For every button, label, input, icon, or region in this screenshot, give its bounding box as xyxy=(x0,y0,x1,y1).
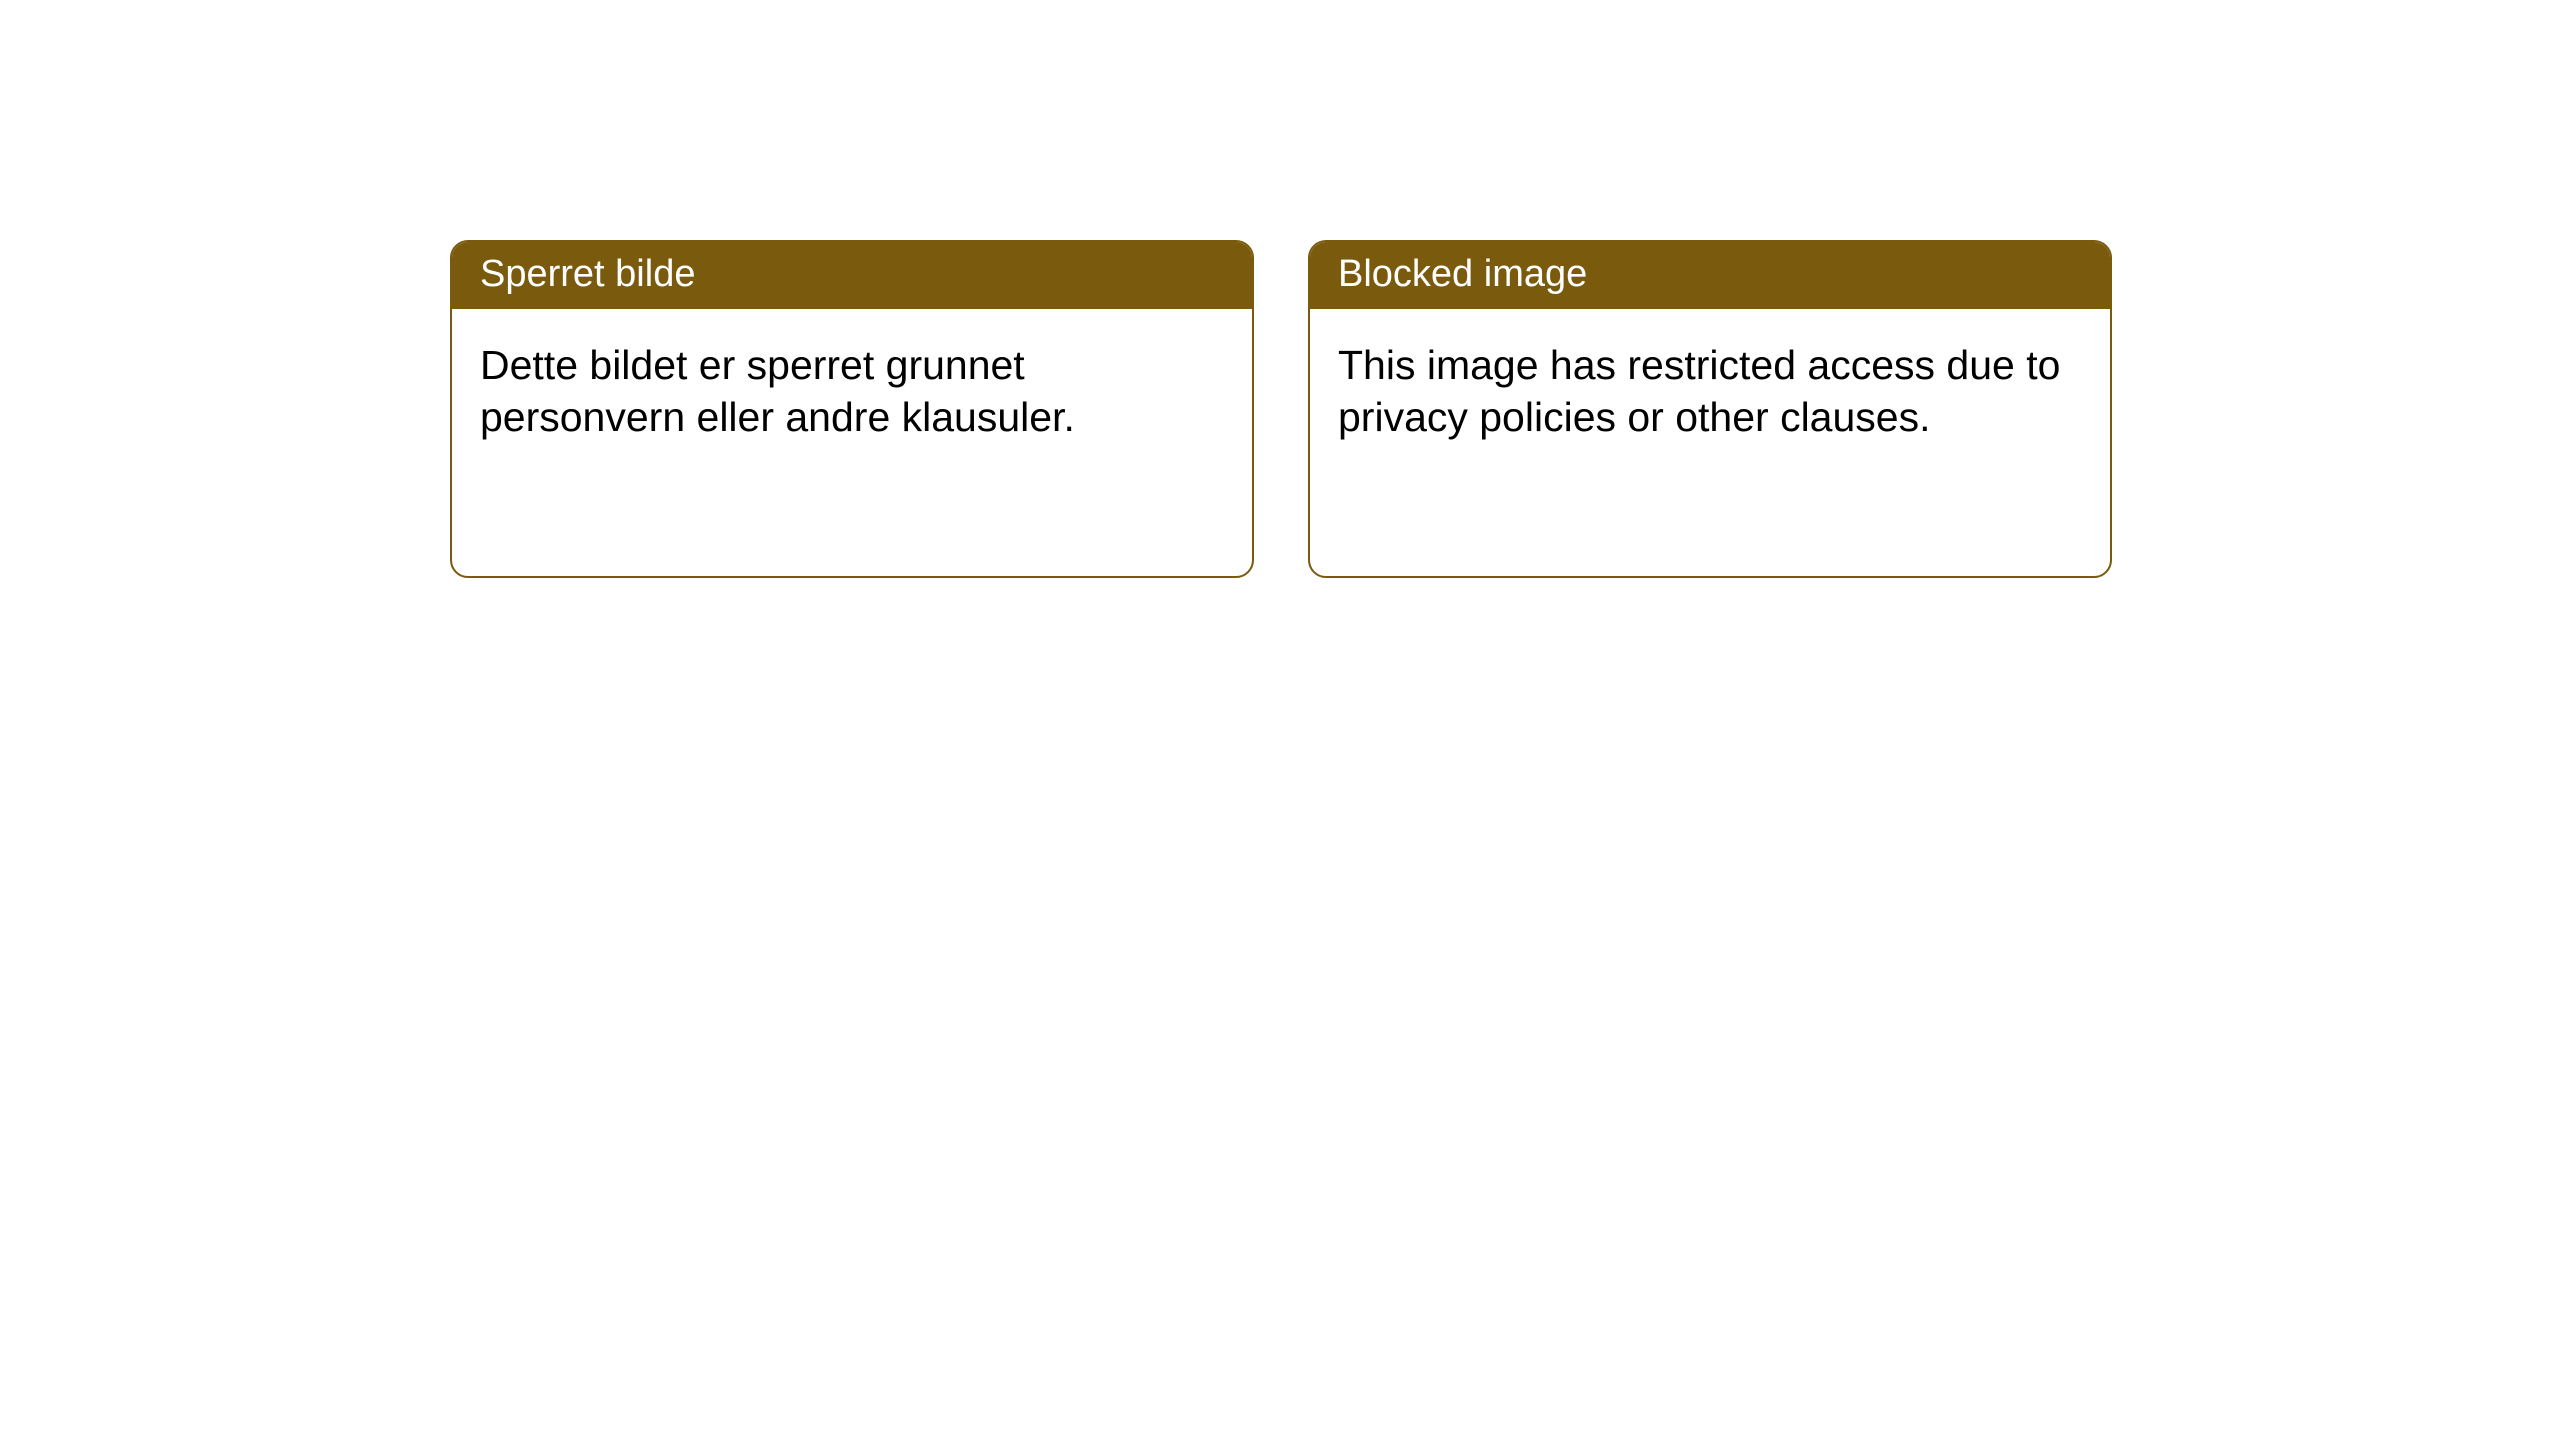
notice-card-norwegian: Sperret bilde Dette bildet er sperret gr… xyxy=(450,240,1254,578)
notice-card-english: Blocked image This image has restricted … xyxy=(1308,240,2112,578)
card-body: This image has restricted access due to … xyxy=(1310,309,2110,473)
card-body: Dette bildet er sperret grunnet personve… xyxy=(452,309,1252,473)
card-header: Blocked image xyxy=(1310,242,2110,309)
card-header: Sperret bilde xyxy=(452,242,1252,309)
notice-container: Sperret bilde Dette bildet er sperret gr… xyxy=(0,0,2560,578)
